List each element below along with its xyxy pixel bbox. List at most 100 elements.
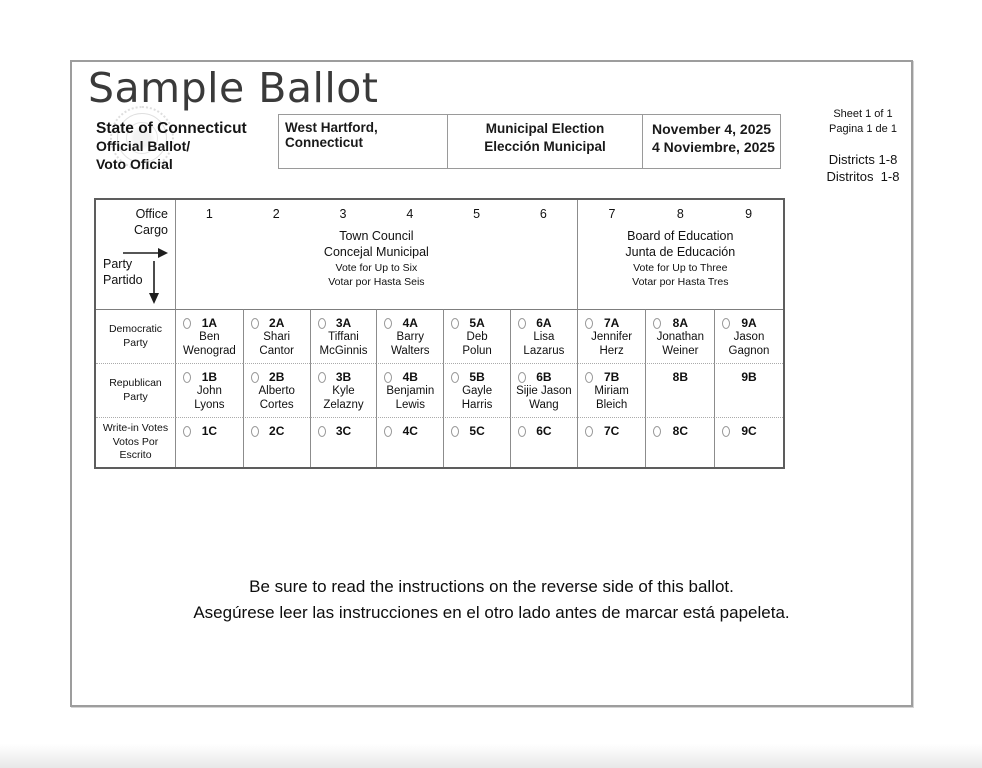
vote-bubble[interactable] bbox=[653, 426, 662, 437]
vote-bubble[interactable] bbox=[384, 426, 393, 437]
candidate-cell: 7B Miriam Bleich bbox=[576, 363, 646, 417]
candidate-name: Deb Polun bbox=[462, 331, 492, 357]
footer-instructions-es: Asegúrese leer las instrucciones en el o… bbox=[193, 602, 790, 622]
sheet-info: Sheet 1 of 1 Pagina 1 de 1 Districts 1-8… bbox=[813, 107, 913, 185]
ballot-cell: 5C bbox=[443, 417, 510, 467]
candidate-name: Lisa Lazarus bbox=[523, 331, 565, 357]
ballot-cell: 1C bbox=[176, 417, 243, 467]
vote-instruction-es: Votar por Hasta Seis bbox=[328, 275, 425, 288]
vote-bubble[interactable] bbox=[584, 426, 593, 437]
section-title-es: Concejal Municipal bbox=[323, 245, 429, 260]
candidate-cell: 3A Tiffani McGinnis bbox=[309, 309, 377, 363]
candidate-name: Ben Wenograd bbox=[182, 331, 236, 357]
candidate-name: Jonathan Weiner bbox=[656, 331, 704, 357]
ballot-cell: 6C bbox=[509, 417, 577, 467]
election-date-en: November 4, 2025 bbox=[652, 121, 772, 137]
column-number: 9 bbox=[745, 207, 753, 221]
party-row-label: Write-in Votes Votos Por Escrito bbox=[96, 417, 176, 467]
candidate-name: Benjamin Lewis bbox=[386, 385, 435, 411]
ballot-cell: 2C bbox=[242, 417, 310, 467]
candidate-code: 9B bbox=[741, 370, 757, 384]
column-number: 7 bbox=[608, 207, 616, 221]
ballot-cell: 7C bbox=[576, 417, 646, 467]
column-number: 5 bbox=[473, 207, 481, 221]
candidate-cell: 6B Sijie Jason Wang bbox=[509, 363, 577, 417]
partido-label-text: Partido bbox=[103, 272, 143, 287]
party-label-text: Party bbox=[103, 257, 133, 271]
vote-bubble[interactable] bbox=[384, 372, 393, 383]
candidate-name: Jennifer Herz bbox=[591, 331, 633, 357]
candidate-code: 9C bbox=[741, 424, 757, 438]
page-title: Sample Ballot bbox=[88, 64, 379, 112]
official-ballot-label: Official Ballot/ bbox=[96, 138, 191, 155]
vote-bubble[interactable] bbox=[517, 318, 526, 329]
party-row-label-line: Party bbox=[123, 390, 148, 403]
party-row-label-line: Votos Por Escrito bbox=[112, 435, 159, 462]
ballot-cell: 4C bbox=[376, 417, 444, 467]
vote-bubble[interactable] bbox=[250, 318, 259, 329]
vote-bubble[interactable] bbox=[517, 372, 526, 383]
election-date-es: 4 Noviembre, 2025 bbox=[652, 139, 775, 156]
vote-bubble[interactable] bbox=[183, 426, 191, 437]
vote-bubble[interactable] bbox=[317, 426, 326, 437]
office-cargo-label: Office Cargo bbox=[134, 207, 168, 238]
vote-bubble[interactable] bbox=[653, 318, 662, 329]
candidate-code: 2B bbox=[269, 370, 285, 384]
vote-instruction-en: Vote for Up to Six bbox=[335, 261, 418, 274]
vote-bubble[interactable] bbox=[584, 318, 593, 329]
election-type-en: Municipal Election bbox=[485, 121, 605, 136]
candidate-name: Miriam Bleich bbox=[594, 385, 629, 411]
candidate-cell: 5A Deb Polun bbox=[443, 309, 510, 363]
ballot-grid: Office Cargo Party Partido 1 2 3 4 5 6 Town Co… bbox=[94, 198, 785, 469]
column-numbers: 7 8 9 bbox=[578, 200, 783, 221]
candidate-code: 4A bbox=[402, 316, 418, 330]
vote-bubble[interactable] bbox=[317, 318, 326, 329]
vote-bubble[interactable] bbox=[317, 372, 326, 383]
section-title-en: Town Council bbox=[339, 229, 414, 243]
vote-bubble[interactable] bbox=[451, 426, 460, 437]
election-type-es: Elección Municipal bbox=[484, 139, 606, 155]
candidate-cell: 6A Lisa Lazarus bbox=[509, 309, 577, 363]
ballot-cell: 9B bbox=[714, 363, 783, 417]
districts-es: Distritos 1-8 bbox=[826, 168, 900, 184]
sheet-number-es: Pagina 1 de 1 bbox=[829, 122, 897, 135]
ballot-cell: 3C bbox=[309, 417, 377, 467]
candidate-cell: 7A Jennifer Herz bbox=[576, 309, 646, 363]
vote-bubble[interactable] bbox=[451, 318, 460, 329]
candidate-code: 6A bbox=[536, 316, 552, 330]
ballot-cell: 8B bbox=[645, 363, 715, 417]
candidate-name: Barry Walters bbox=[391, 331, 430, 357]
vote-bubble[interactable] bbox=[584, 372, 593, 383]
office-party-corner-cell: Office Cargo Party Partido bbox=[96, 200, 176, 309]
vote-bubble[interactable] bbox=[183, 318, 191, 329]
sheet-number-en: Sheet 1 of 1 bbox=[833, 108, 893, 120]
footer-instructions: Be sure to read the instructions on the … bbox=[72, 574, 911, 625]
candidate-code: 3A bbox=[335, 316, 352, 330]
party-row-label: Democratic Party bbox=[96, 309, 176, 363]
column-number: 8 bbox=[676, 207, 684, 221]
vote-bubble[interactable] bbox=[451, 372, 460, 383]
ballot-cell: 9C bbox=[714, 417, 783, 467]
down-arrow-icon bbox=[148, 260, 160, 309]
vote-bubble[interactable] bbox=[250, 372, 259, 383]
vote-instruction-es: Votar por Hasta Tres bbox=[632, 275, 729, 288]
candidate-code: 1B bbox=[201, 370, 218, 384]
state-block: State of Connecticut Official Ballot/ Vo… bbox=[96, 119, 247, 173]
candidate-code: 7C bbox=[603, 424, 620, 438]
column-number: 6 bbox=[539, 207, 547, 221]
candidate-cell: 2A Shari Cantor bbox=[242, 309, 310, 363]
candidate-code: 9A bbox=[741, 316, 757, 330]
vote-bubble[interactable] bbox=[384, 318, 393, 329]
candidate-code: 2C bbox=[269, 424, 285, 438]
vote-bubble[interactable] bbox=[722, 318, 731, 329]
state-name: State of Connecticut bbox=[96, 120, 247, 137]
vote-bubble[interactable] bbox=[722, 426, 731, 437]
vote-instruction-en: Vote for Up to Three bbox=[633, 261, 728, 274]
vote-bubble[interactable] bbox=[250, 426, 259, 437]
candidate-code: 5A bbox=[469, 316, 485, 330]
vote-bubble[interactable] bbox=[517, 426, 526, 437]
vote-bubble[interactable] bbox=[183, 372, 191, 383]
candidate-cell: 5B Gayle Harris bbox=[443, 363, 510, 417]
candidate-cell: 2B Alberto Cortes bbox=[242, 363, 310, 417]
